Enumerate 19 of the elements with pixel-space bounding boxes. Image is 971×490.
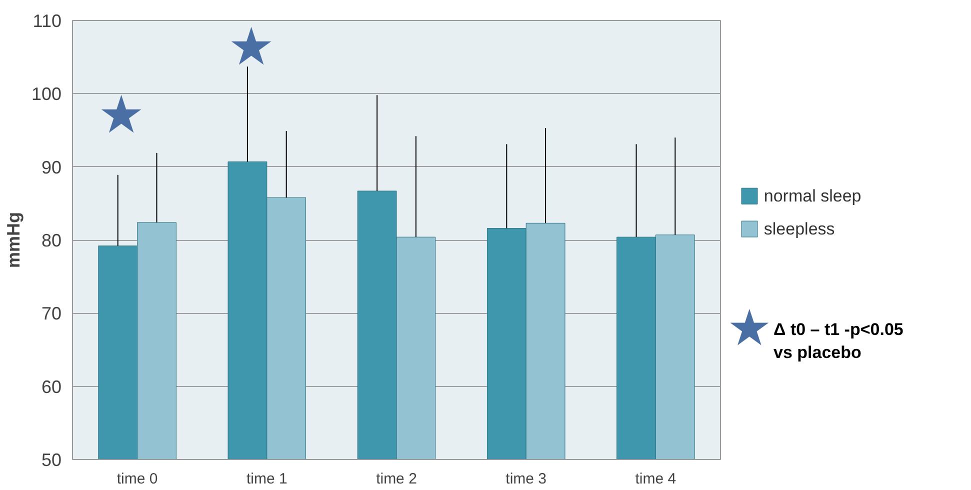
y-tick-label: 60 xyxy=(41,376,62,397)
y-tick-label: 80 xyxy=(41,230,62,250)
y-tick-label: 110 xyxy=(32,11,62,31)
legend-label: normal sleep xyxy=(764,186,862,206)
x-tick-label: time 0 xyxy=(116,470,158,488)
y-tick-label: 70 xyxy=(41,304,62,324)
annotation: ★ xyxy=(228,18,275,77)
annotation: ★ xyxy=(98,86,146,145)
x-tick-label: time 4 xyxy=(635,470,676,488)
legend-label: sleepless xyxy=(764,220,835,239)
x-tick-label: time 2 xyxy=(376,470,417,488)
x-tick-label: time 1 xyxy=(246,470,288,488)
text: ★ xyxy=(727,300,772,356)
text: Δ t0 – t1 -p<0.05 vs placebo xyxy=(774,320,904,362)
y-tick-label: 50 xyxy=(41,450,62,470)
y-tick-label: 100 xyxy=(31,84,62,104)
y-axis-title: mmHg xyxy=(3,212,24,268)
x-tick-label: time 3 xyxy=(506,470,547,488)
y-tick-label: 90 xyxy=(41,157,62,178)
